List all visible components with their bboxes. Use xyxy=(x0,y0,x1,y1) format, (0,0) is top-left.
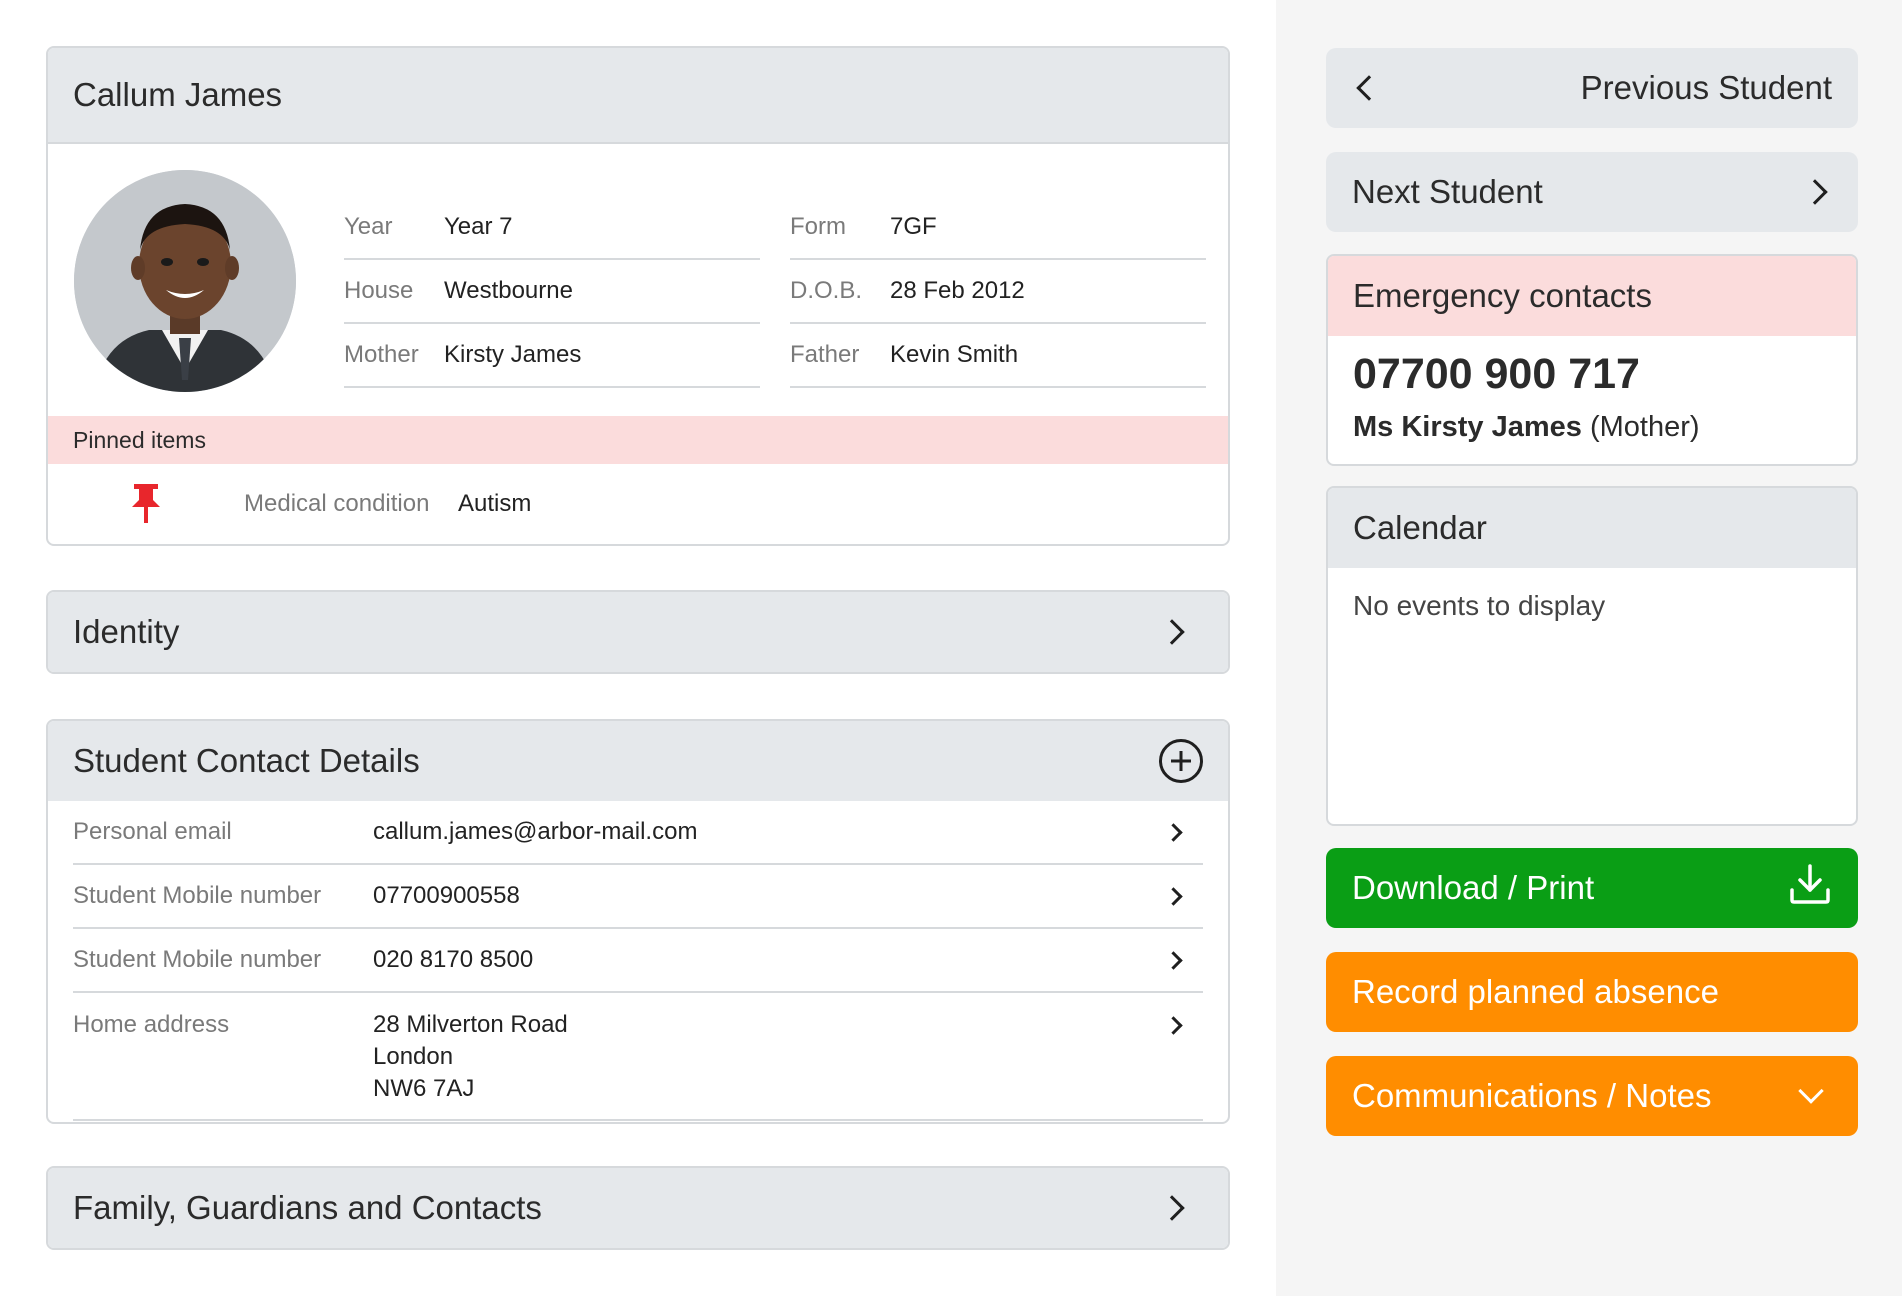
previous-student-button[interactable]: Previous Student xyxy=(1326,48,1858,128)
emergency-contact-relation: (Mother) xyxy=(1589,411,1700,443)
emergency-contacts-title: Emergency contacts xyxy=(1328,256,1856,336)
contact-value: 07700900558 xyxy=(373,882,520,909)
info-row-house: House Westbourne xyxy=(344,260,760,324)
contact-label: Student Mobile number xyxy=(73,946,322,973)
info-row-father: Father Kevin Smith xyxy=(790,324,1206,388)
communications-notes-dropdown[interactable]: Communications / Notes xyxy=(1326,1056,1858,1136)
identity-section[interactable]: Identity xyxy=(46,590,1230,674)
add-circle-icon[interactable] xyxy=(1159,739,1203,783)
info-label: Year xyxy=(344,213,393,240)
student-name: Callum James xyxy=(48,48,1228,144)
student-info-left: Year Year 7 House Westbourne Mother Kirs… xyxy=(344,196,760,388)
info-value: Kevin Smith xyxy=(890,341,1019,368)
info-row-form: Form 7GF xyxy=(790,196,1206,260)
next-student-label: Next Student xyxy=(1352,173,1543,210)
student-profile-card: Callum James Year Year 7 xyxy=(46,46,1230,546)
student-info-right: Form 7GF D.O.B. 28 Feb 2012 Father Kevin… xyxy=(790,196,1206,388)
contact-value: 020 8170 8500 xyxy=(373,946,534,973)
address-line: 28 Milverton Road xyxy=(373,1011,568,1038)
calendar-empty-message: No events to display xyxy=(1353,590,1606,621)
record-planned-absence-button[interactable]: Record planned absence xyxy=(1326,952,1858,1032)
contact-details-title: Student Contact Details xyxy=(73,742,420,779)
pinned-items-header: Pinned items xyxy=(48,416,1228,464)
contact-label: Student Mobile number xyxy=(73,882,322,909)
chevron-right-icon xyxy=(1802,179,1828,205)
chevron-left-icon xyxy=(1356,75,1382,101)
info-value: 7GF xyxy=(890,213,937,240)
record-absence-label: Record planned absence xyxy=(1352,973,1719,1010)
contact-row-address[interactable]: Home address 28 Milverton Road London NW… xyxy=(73,993,1203,1121)
main-column: Callum James Year Year 7 xyxy=(0,0,1276,1296)
emergency-contacts-card: Emergency contacts 07700 900 717 Ms Kirs… xyxy=(1326,254,1858,466)
info-value: 28 Feb 2012 xyxy=(890,277,1025,304)
chevron-right-icon xyxy=(1164,1016,1183,1035)
emergency-phone[interactable]: 07700 900 717 xyxy=(1353,350,1640,398)
student-avatar xyxy=(74,170,296,392)
calendar-card: Calendar No events to display xyxy=(1326,486,1858,826)
chevron-right-icon xyxy=(1164,950,1183,970)
identity-title: Identity xyxy=(73,613,180,650)
address-line: London xyxy=(373,1043,454,1070)
download-print-button[interactable]: Download / Print xyxy=(1326,848,1858,928)
contact-row-email[interactable]: Personal email callum.james@arbor-mail.c… xyxy=(73,801,1203,865)
chevron-right-icon xyxy=(1164,886,1183,906)
info-label: Father xyxy=(790,341,860,368)
download-icon xyxy=(1788,862,1832,914)
chevron-right-icon xyxy=(1159,619,1185,645)
student-contact-details-card: Student Contact Details Personal email c… xyxy=(46,719,1230,1124)
download-print-label: Download / Print xyxy=(1352,869,1595,906)
info-label: Mother xyxy=(344,341,419,368)
contact-label: Home address xyxy=(73,1011,230,1038)
pinned-item-label: Medical condition xyxy=(244,490,430,517)
contact-label: Personal email xyxy=(73,818,232,845)
next-student-button[interactable]: Next Student xyxy=(1326,152,1858,232)
emergency-contact-name: Ms Kirsty James xyxy=(1353,411,1582,443)
info-value: Year 7 xyxy=(444,213,513,240)
info-row-dob: D.O.B. 28 Feb 2012 xyxy=(790,260,1206,324)
chevron-right-icon xyxy=(1164,822,1183,842)
contact-value: callum.james@arbor-mail.com xyxy=(373,818,698,845)
communications-notes-label: Communications / Notes xyxy=(1352,1077,1712,1114)
contact-row-mobile[interactable]: Student Mobile number 07700900558 xyxy=(73,865,1203,929)
info-row-year: Year Year 7 xyxy=(344,196,760,260)
address-line: NW6 7AJ xyxy=(373,1075,475,1102)
pushpin-icon xyxy=(48,482,244,526)
info-value: Kirsty James xyxy=(444,341,582,368)
info-label: House xyxy=(344,277,414,304)
pinned-item-value: Autism xyxy=(458,490,532,517)
contact-row-mobile-2[interactable]: Student Mobile number 020 8170 8500 xyxy=(73,929,1203,993)
family-title: Family, Guardians and Contacts xyxy=(73,1189,542,1226)
home-address: 28 Milverton Road London NW6 7AJ xyxy=(373,1009,1163,1119)
chevron-down-icon xyxy=(1798,1078,1824,1104)
family-guardians-section[interactable]: Family, Guardians and Contacts xyxy=(46,1166,1230,1250)
info-label: D.O.B. xyxy=(790,277,863,304)
previous-student-label: Previous Student xyxy=(1580,69,1832,106)
info-label: Form xyxy=(790,213,846,240)
pinned-item[interactable]: Medical condition Autism xyxy=(48,464,1228,544)
chevron-right-icon xyxy=(1159,1195,1185,1221)
info-value: Westbourne xyxy=(444,277,573,304)
calendar-title: Calendar xyxy=(1328,488,1856,568)
info-row-mother: Mother Kirsty James xyxy=(344,324,760,388)
